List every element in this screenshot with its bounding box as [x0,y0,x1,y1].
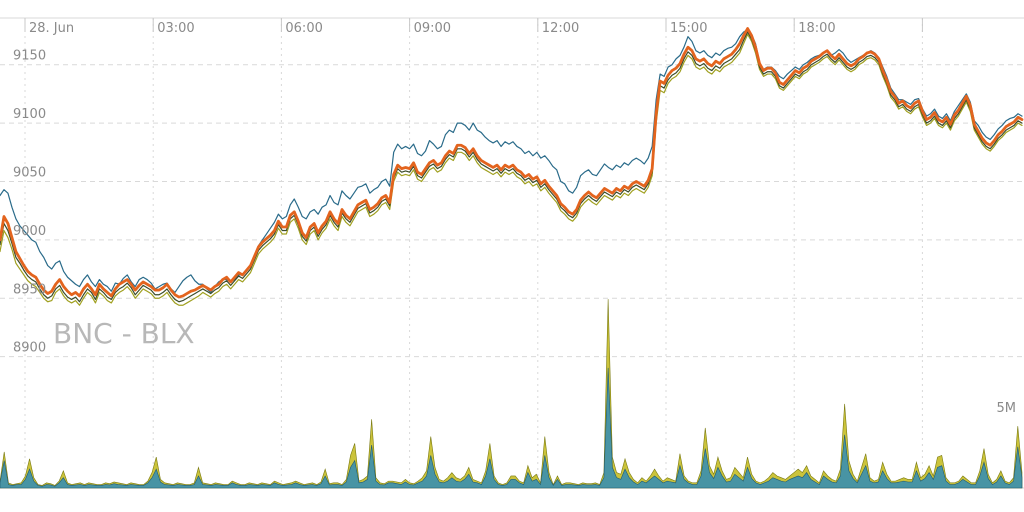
price-line-dark [0,31,1023,303]
label-layer: BNC - BLX 5M 8900 8950 9000 9050 9100 9150 28.… [13,21,1016,416]
x-tick-label: 12:00 [542,21,579,36]
series-layer [0,27,1024,306]
grid-layer [0,17,1024,489]
y-tick-label: 9000 [13,224,46,239]
y-tick-label: 9050 [13,165,46,180]
y-tick-label: 9150 [13,49,46,64]
x-tick-label: 15:00 [670,21,707,36]
x-tick-label: 06:00 [285,21,322,36]
volume-scale-label: 5M [997,401,1017,416]
volume-area-vol_yellow [0,299,1023,489]
chart-watermark: BNC - BLX [53,317,195,350]
y-tick-label: 8900 [13,341,46,356]
x-tick-label: 18:00 [798,21,835,36]
volume-layer [0,299,1023,489]
y-tick-label: 8950 [13,282,46,297]
x-tick-label: 28. Jun [29,21,74,36]
x-tick-label: 09:00 [414,21,451,36]
y-tick-label: 9100 [13,107,46,122]
x-tick-label: 03:00 [157,21,194,36]
price-line-olive [0,33,1023,306]
volume-area-vol_blue [0,367,1023,489]
price-line-orange [0,27,1024,299]
